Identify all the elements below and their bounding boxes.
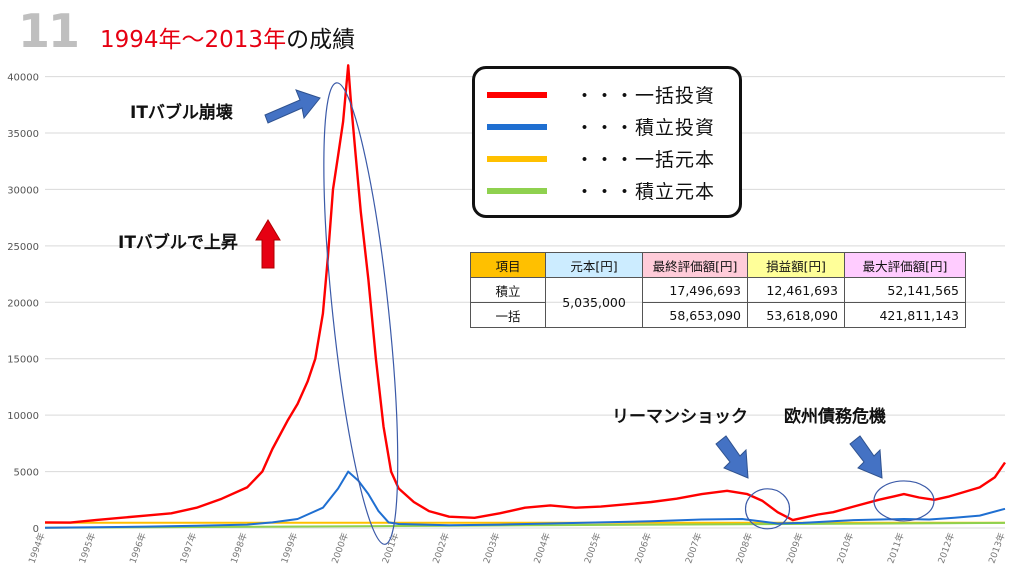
- table-row: 一括 58,653,090 53,618,090 421,811,143: [470, 302, 966, 328]
- legend-label: ・・・一括投資: [575, 85, 716, 107]
- row-label: 一括: [470, 302, 546, 328]
- x-tick-label: 2011年: [885, 531, 907, 565]
- x-tick-label: 2006年: [632, 531, 654, 565]
- y-tick-label: 35000: [7, 129, 39, 140]
- x-tick-label: 1997年: [177, 531, 199, 565]
- table-header: 最終評価額[円]: [642, 252, 748, 278]
- highlight-ellipse: [744, 488, 791, 530]
- x-tick-label: 2013年: [986, 531, 1008, 565]
- x-tick-label: 2005年: [581, 531, 603, 565]
- series-line: [44, 521, 1006, 529]
- legend-label: ・・・積立投資: [575, 117, 716, 139]
- legend-label: ・・・一括元本: [575, 149, 716, 171]
- slide-number: 11: [18, 4, 80, 58]
- y-tick-label: 30000: [7, 185, 39, 196]
- table-header: 元本[円]: [545, 252, 643, 278]
- x-tick-label: 2003年: [480, 531, 502, 565]
- y-tick-label: 5000: [14, 468, 39, 479]
- legend-swatch: [487, 156, 547, 162]
- x-tick-label: 2010年: [834, 531, 856, 565]
- legend-item: ・・・積立投資: [483, 113, 733, 143]
- legend-item: ・・・積立元本: [483, 177, 733, 207]
- annotation-euro-crisis: 欧州債務危機: [784, 407, 886, 427]
- principal-cell: 5,035,000: [545, 277, 643, 328]
- x-tick-label: 2002年: [430, 531, 452, 565]
- y-tick-label: 20000: [7, 298, 39, 309]
- table-header: 最大評価額[円]: [844, 252, 966, 278]
- x-tick-label: 1998年: [228, 531, 250, 565]
- legend-swatch: [487, 92, 547, 98]
- x-tick-label: 2007年: [682, 531, 704, 565]
- x-tick-label: 2009年: [784, 531, 806, 565]
- x-tick-label: 1994年: [26, 531, 48, 565]
- results-table: 項目 元本[円] 最終評価額[円] 損益額[円] 最大評価額[円] 積立 5,0…: [470, 252, 966, 328]
- x-tick-label: 1999年: [278, 531, 300, 565]
- profit-cell: 12,461,693: [747, 277, 845, 303]
- x-tick-label: 1996年: [127, 531, 149, 565]
- title-period: 1994年〜2013年: [100, 27, 287, 53]
- y-tick-label: 25000: [7, 242, 39, 253]
- x-tick-label: 1995年: [76, 531, 98, 565]
- legend-swatch: [487, 188, 547, 194]
- legend-label: ・・・積立元本: [575, 181, 716, 203]
- table-header-row: 項目 元本[円] 最終評価額[円] 損益額[円] 最大評価額[円]: [470, 252, 966, 278]
- y-tick-label: 0: [33, 524, 39, 535]
- arrow-icon: [715, 435, 749, 479]
- max-value-cell: 421,811,143: [844, 302, 966, 328]
- annotation-it-collapse: ITバブル崩壊: [130, 103, 233, 123]
- arrow-icon: [255, 219, 281, 269]
- profit-cell: 53,618,090: [747, 302, 845, 328]
- series-line: [44, 64, 1006, 524]
- x-tick-label: 2012年: [935, 531, 957, 565]
- legend-item: ・・・一括元本: [483, 145, 733, 175]
- row-label: 積立: [470, 277, 546, 303]
- title-suffix: の成績: [286, 27, 356, 53]
- table-row: 積立 5,035,000 17,496,693 12,461,693 52,14…: [470, 277, 966, 328]
- page-title: 1994年〜2013年の成績: [100, 20, 355, 54]
- highlight-ellipse: [323, 82, 399, 545]
- series-line: [44, 470, 1006, 529]
- legend: ・・・一括投資 ・・・積立投資 ・・・一括元本 ・・・積立元本: [472, 66, 742, 218]
- x-tick-label: 2004年: [531, 531, 553, 565]
- highlight-ellipse: [873, 480, 935, 522]
- arrow-icon: [849, 435, 883, 479]
- x-tick-label: 2008年: [733, 531, 755, 565]
- max-value-cell: 52,141,565: [844, 277, 966, 303]
- annotation-it-rise: ITバブルで上昇: [118, 233, 238, 253]
- y-tick-label: 10000: [7, 411, 39, 422]
- legend-swatch: [487, 124, 547, 130]
- arrow-icon: [264, 89, 321, 124]
- y-tick-label: 15000: [7, 355, 39, 366]
- annotation-lehman: リーマンショック: [612, 407, 748, 427]
- table-header: 項目: [470, 252, 546, 278]
- y-tick-label: 40000: [7, 73, 39, 84]
- table-header: 損益額[円]: [747, 252, 845, 278]
- x-tick-label: 2000年: [329, 531, 351, 565]
- x-tick-label: 2001年: [379, 531, 401, 565]
- final-value-cell: 58,653,090: [642, 302, 748, 328]
- final-value-cell: 17,496,693: [642, 277, 748, 303]
- legend-item: ・・・一括投資: [483, 81, 733, 111]
